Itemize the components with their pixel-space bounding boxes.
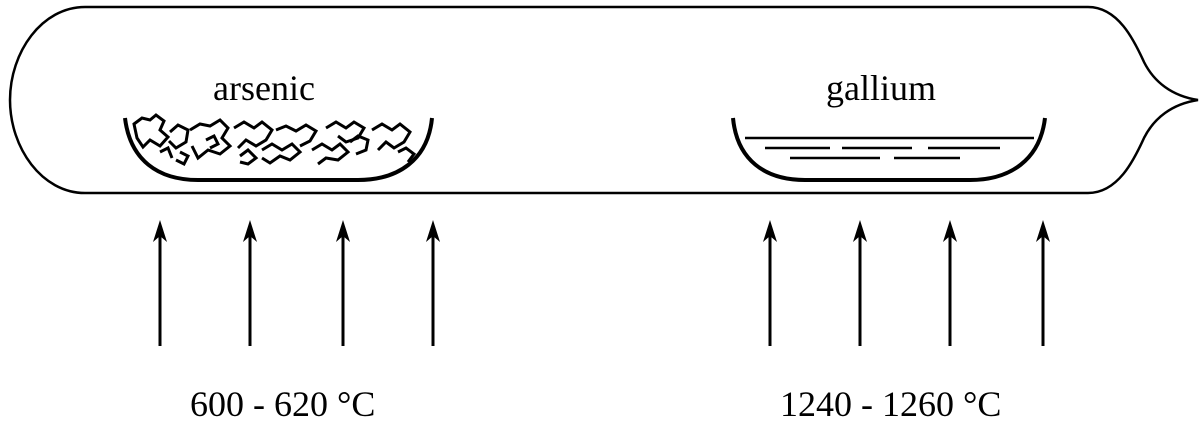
gallium-boat <box>731 117 1047 182</box>
heating-arrows <box>153 220 1050 346</box>
arsenic-lumps <box>132 113 417 167</box>
heat-arrow <box>153 220 167 346</box>
heat-arrow <box>853 220 867 346</box>
gallium-liquid <box>745 136 1034 160</box>
heat-arrow <box>1036 220 1050 346</box>
arsenic-zone-temperature: 600 - 620 °C <box>190 384 376 424</box>
arsenic-label: arsenic <box>213 68 315 108</box>
gallium-label: gallium <box>826 68 936 108</box>
gallium-zone-temperature: 1240 - 1260 °C <box>780 384 1002 424</box>
heat-arrow <box>426 220 440 346</box>
arsenic-boat <box>123 117 434 182</box>
heat-arrow <box>243 220 257 346</box>
heat-arrow <box>763 220 777 346</box>
heat-arrow <box>943 220 957 346</box>
quartz-tube <box>8 5 1199 195</box>
heat-arrow <box>336 220 350 346</box>
